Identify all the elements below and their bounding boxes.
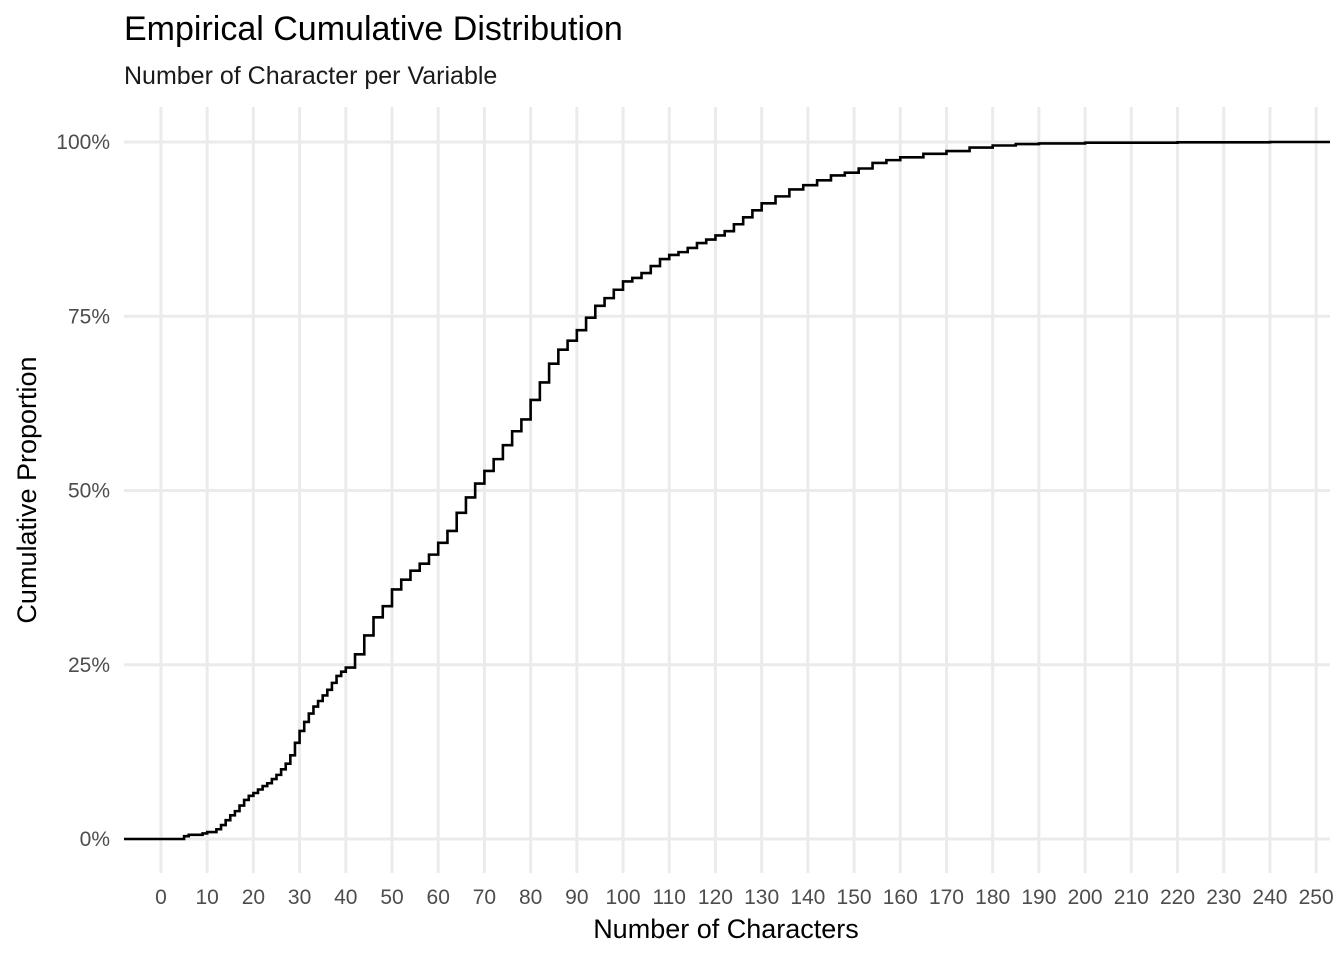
x-tick-label: 0: [155, 886, 167, 909]
x-tick-label: 60: [427, 886, 450, 909]
y-tick-label: 50%: [68, 480, 110, 503]
y-tick-label: 0%: [80, 828, 110, 851]
x-tick-label: 30: [288, 886, 311, 909]
x-tick-label: 200: [1068, 886, 1103, 909]
y-tick-label: 75%: [68, 305, 110, 328]
chart-title: Empirical Cumulative Distribution: [124, 10, 623, 48]
x-tick-label: 20: [242, 886, 265, 909]
x-tick-label: 210: [1114, 886, 1149, 909]
x-tick-label: 220: [1160, 886, 1195, 909]
chart-subtitle: Number of Character per Variable: [124, 62, 497, 90]
x-axis-ticks: 0 10 20 30 40 50 60 70 80 90 100 110 120 130 140 150 160…: [155, 886, 1334, 909]
x-tick-label: 120: [698, 886, 733, 909]
x-tick-label: 130: [744, 886, 779, 909]
y-tick-label: 100%: [56, 131, 110, 154]
x-tick-label: 190: [1021, 886, 1056, 909]
x-tick-label: 70: [473, 886, 496, 909]
x-tick-label: 150: [837, 886, 872, 909]
plot-area: [124, 140, 1330, 841]
x-axis-title: Number of Characters: [593, 914, 859, 944]
y-axis-ticks: 0% 25% 50% 75% 100%: [56, 131, 110, 851]
x-tick-label: 110: [652, 886, 685, 909]
x-tick-label: 40: [334, 886, 357, 909]
x-tick-label: 240: [1252, 886, 1287, 909]
x-tick-label: 100: [606, 886, 641, 909]
x-tick-label: 140: [790, 886, 825, 909]
y-axis-title: Cumulative Proportion: [12, 356, 42, 623]
y-tick-label: 25%: [68, 654, 110, 677]
x-tick-label: 80: [519, 886, 542, 909]
x-tick-label: 90: [565, 886, 588, 909]
x-tick-label: 250: [1299, 886, 1334, 909]
x-tick-label: 180: [975, 886, 1010, 909]
ecdf-series-line: [124, 140, 1330, 841]
x-tick-label: 10: [195, 886, 218, 909]
x-tick-label: 50: [380, 886, 403, 909]
x-tick-label: 160: [883, 886, 918, 909]
x-tick-label: 170: [929, 886, 964, 909]
grid: [124, 107, 1330, 873]
x-tick-label: 230: [1206, 886, 1241, 909]
